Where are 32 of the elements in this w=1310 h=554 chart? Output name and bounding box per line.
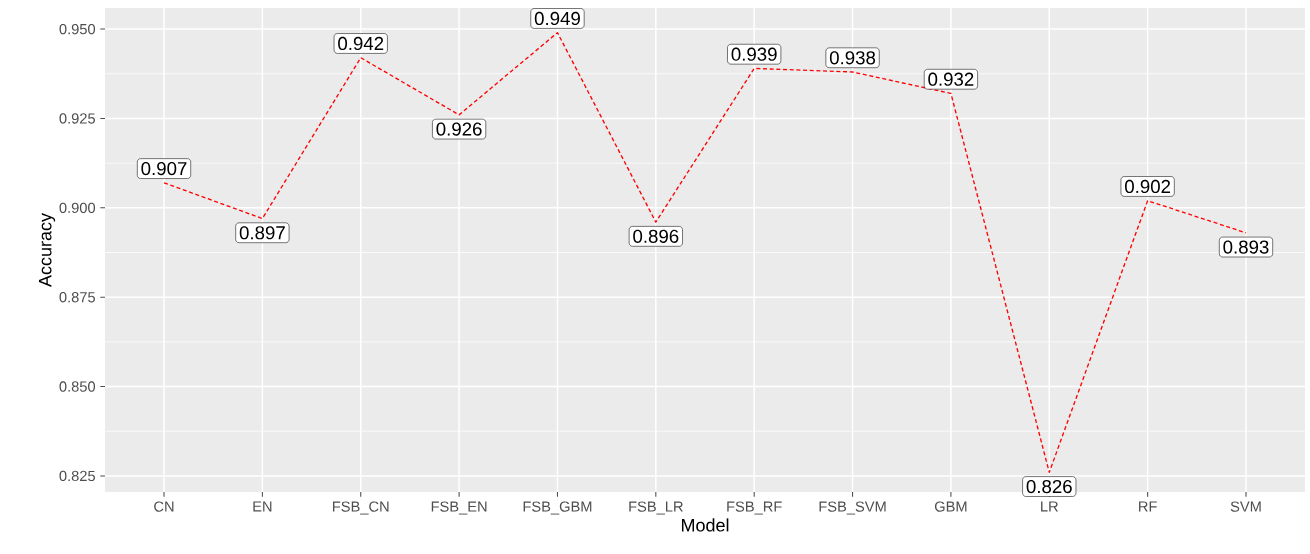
y-tick-label: 0.925 <box>59 113 95 124</box>
data-label: 0.926 <box>436 122 482 136</box>
data-label: 0.896 <box>633 229 679 243</box>
data-label: 0.939 <box>731 47 777 61</box>
data-label: 0.949 <box>534 11 580 26</box>
data-label: 0.938 <box>829 51 876 65</box>
x-tick-label: FSB_SVM <box>819 501 886 515</box>
x-tick-label: LR <box>1041 501 1058 512</box>
data-label: 0.826 <box>1026 479 1072 494</box>
x-tick-label: FSB_GBM <box>523 501 592 515</box>
data-label: 0.932 <box>928 72 974 86</box>
x-tick-label: CN <box>154 501 174 512</box>
x-tick-label: GBM <box>934 501 967 512</box>
y-tick-label: 0.850 <box>59 381 96 392</box>
x-tick-label: SVM <box>1230 501 1261 512</box>
x-tick-label: FSB_LR <box>629 501 683 515</box>
y-tick-label: 0.950 <box>59 23 96 35</box>
data-label: 0.902 <box>1125 179 1171 194</box>
x-axis-title: Model <box>681 518 729 532</box>
x-tick-label: RF <box>1139 501 1157 512</box>
y-tick-label: 0.825 <box>59 470 95 482</box>
data-label: 0.942 <box>338 36 384 51</box>
x-tick-label: EN <box>253 501 272 512</box>
x-tick-label: FSB_EN <box>431 501 487 515</box>
data-label: 0.907 <box>141 161 187 176</box>
x-tick-label: FSB_CN <box>333 501 389 515</box>
y-tick-label: 0.900 <box>59 202 96 214</box>
data-label: 0.897 <box>239 226 285 240</box>
x-tick-label: FSB_RF <box>727 501 782 515</box>
y-tick-label: 0.875 <box>59 292 95 303</box>
y-axis-title: Accuracy <box>38 213 56 287</box>
data-label: 0.893 <box>1223 240 1269 254</box>
